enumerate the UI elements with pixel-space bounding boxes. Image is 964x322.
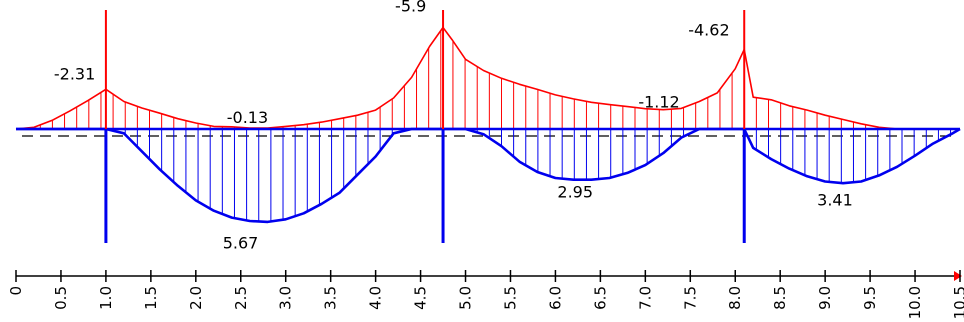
axis-tick-label: 4.5 xyxy=(412,286,430,310)
axis-tick-label: 4.0 xyxy=(367,286,385,310)
value-label: -4.62 xyxy=(688,21,729,40)
axis-tick-label: 0 xyxy=(7,286,25,296)
axis-tick-label: 8.5 xyxy=(771,286,789,310)
value-label: -0.13 xyxy=(227,108,268,127)
axis-tick-label: 10.0 xyxy=(906,286,924,319)
negative-moment-envelope xyxy=(15,26,960,130)
value-label: -2.31 xyxy=(54,64,95,83)
axis-tick-label: 2.5 xyxy=(232,286,250,310)
axis-tick-label: 8.0 xyxy=(726,286,744,310)
value-label: 3.41 xyxy=(817,191,853,210)
axis-tick-label: 7.5 xyxy=(681,286,699,310)
axis-tick-label: 3.5 xyxy=(322,286,340,310)
value-labels: -2.31 -0.13 -5.9 -1.12 -4.62 5.67 2.95 3.41 xyxy=(54,0,853,253)
axis-tick-label: 0.5 xyxy=(52,286,70,310)
axis-tick-label: 2.0 xyxy=(187,286,205,310)
positive-moment-hatching xyxy=(112,129,952,222)
value-label: 2.95 xyxy=(557,183,593,202)
axis-tick-label: 5.0 xyxy=(457,286,475,310)
axis-tick-label: 3.0 xyxy=(277,286,295,310)
axis-tick-label: 6.5 xyxy=(591,286,609,310)
axis-tick-label: 5.5 xyxy=(501,286,519,310)
axis-tick-label: 1.5 xyxy=(142,286,160,310)
value-label: -5.9 xyxy=(395,0,426,16)
axis-tick-label: 9.5 xyxy=(861,286,879,310)
value-label: 5.67 xyxy=(223,234,259,253)
positive-envelope-curve xyxy=(16,127,961,224)
negative-envelope-curve xyxy=(15,26,960,130)
axis-tick-label: 9.0 xyxy=(816,286,834,310)
axis-tick-label: 10.5 xyxy=(951,286,964,319)
support-lines xyxy=(104,10,746,243)
axis-tick-label: 6.0 xyxy=(546,286,564,310)
axis-arrow-icon xyxy=(954,271,962,281)
span-axis: 0 0.5 1.0 1.5 2.0 2.5 3.0 3.5 4.0 4.5 5.0 5.5 6.0 6.5… xyxy=(7,270,964,319)
positive-moment-envelope xyxy=(16,127,961,224)
negative-moment-hatching xyxy=(27,30,891,129)
value-label: -1.12 xyxy=(638,93,679,112)
axis-tick-label: 1.0 xyxy=(97,286,115,310)
axis-tick-label: 7.0 xyxy=(636,286,654,310)
